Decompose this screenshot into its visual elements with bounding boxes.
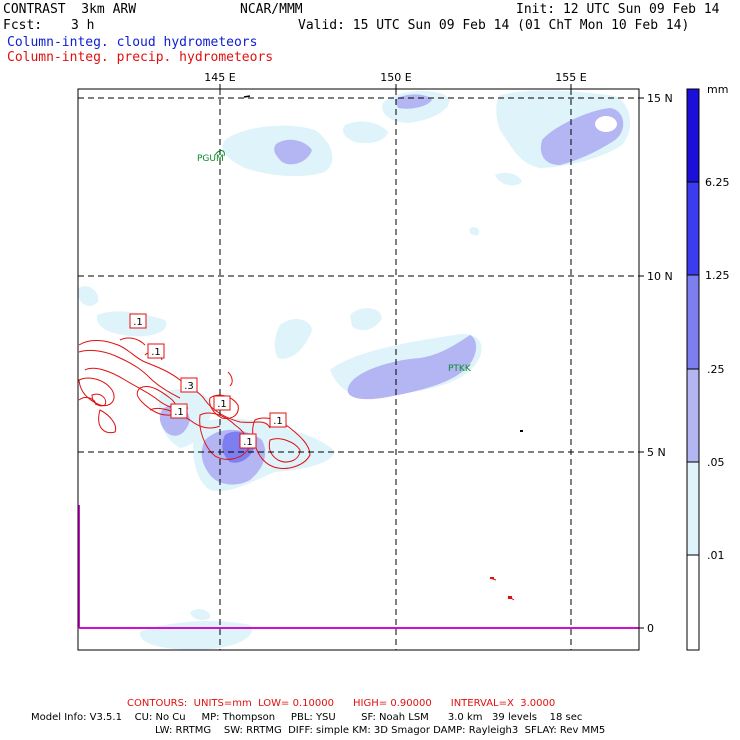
cloud-gap [595, 116, 617, 132]
fcst-value: 3 h [71, 18, 95, 33]
lat-label-5n: 5 N [647, 446, 666, 459]
fcst-label: Fcst: [3, 18, 43, 33]
guam-coast [214, 150, 225, 157]
contour-label-3: .3 [184, 381, 194, 392]
legend-precip-hydrometeors: Column-integ. precip. hydrometeors [7, 50, 274, 65]
map-frame [77, 88, 640, 651]
init-time: Init: 12 UTC Sun 09 Feb 14 [516, 2, 720, 17]
colorbar-label-6-25: 6.25 [705, 176, 730, 189]
contour-label-4: .1 [217, 399, 227, 410]
colorbar-label-0-25: .25 [707, 363, 725, 376]
equator-line [78, 505, 639, 629]
colorbar-label-0-01: .01 [707, 549, 725, 562]
station-pgum: PGUM [197, 154, 224, 164]
precip-contours [78, 337, 515, 601]
contours-info: CONTOURS: UNITS=mm LOW= 0.10000 HIGH= 0.… [127, 698, 556, 709]
contour-label-7: .1 [243, 437, 253, 448]
cloud-fill-light [78, 90, 631, 650]
precip-tiny-cells [490, 430, 523, 599]
colorbar-unit: mm [707, 83, 728, 96]
lat-lon-grid [78, 89, 639, 650]
lat-label-15n: 15 N [647, 92, 673, 105]
axis-ticks [219, 84, 644, 629]
lat-label-10n: 10 N [647, 270, 673, 283]
contour-label-6: .1 [273, 416, 283, 427]
contour-label-5: .1 [174, 407, 184, 418]
lon-label-150: 150 E [380, 71, 411, 84]
colorbar-label-1-25: 1.25 [705, 269, 730, 282]
station-ptkk: PTKK [448, 364, 472, 374]
contour-label-2: .1 [151, 347, 161, 358]
model-info-line-2: LW: RRTMG SW: RRTMG DIFF: simple KM: 3D … [155, 725, 606, 736]
legend-cloud-hydrometeors: Column-integ. cloud hydrometeors [7, 35, 258, 50]
colorbar-label-0-05: .05 [707, 456, 725, 469]
org-name: NCAR/MMM [240, 2, 303, 17]
model-info-line-1: Model Info: V3.5.1 CU: No Cu MP: Thompso… [31, 712, 583, 723]
lat-label-0: 0 [647, 622, 654, 635]
lon-label-145: 145 E [204, 71, 235, 84]
island-speck [243, 95, 251, 98]
colorbar [686, 88, 700, 651]
model-name: CONTRAST 3km ARW [3, 2, 137, 17]
valid-time: Valid: 15 UTC Sun 09 Feb 14 (01 ChT Mon … [298, 18, 690, 33]
contour-label-1: .1 [133, 317, 143, 328]
lon-label-155: 155 E [555, 71, 586, 84]
